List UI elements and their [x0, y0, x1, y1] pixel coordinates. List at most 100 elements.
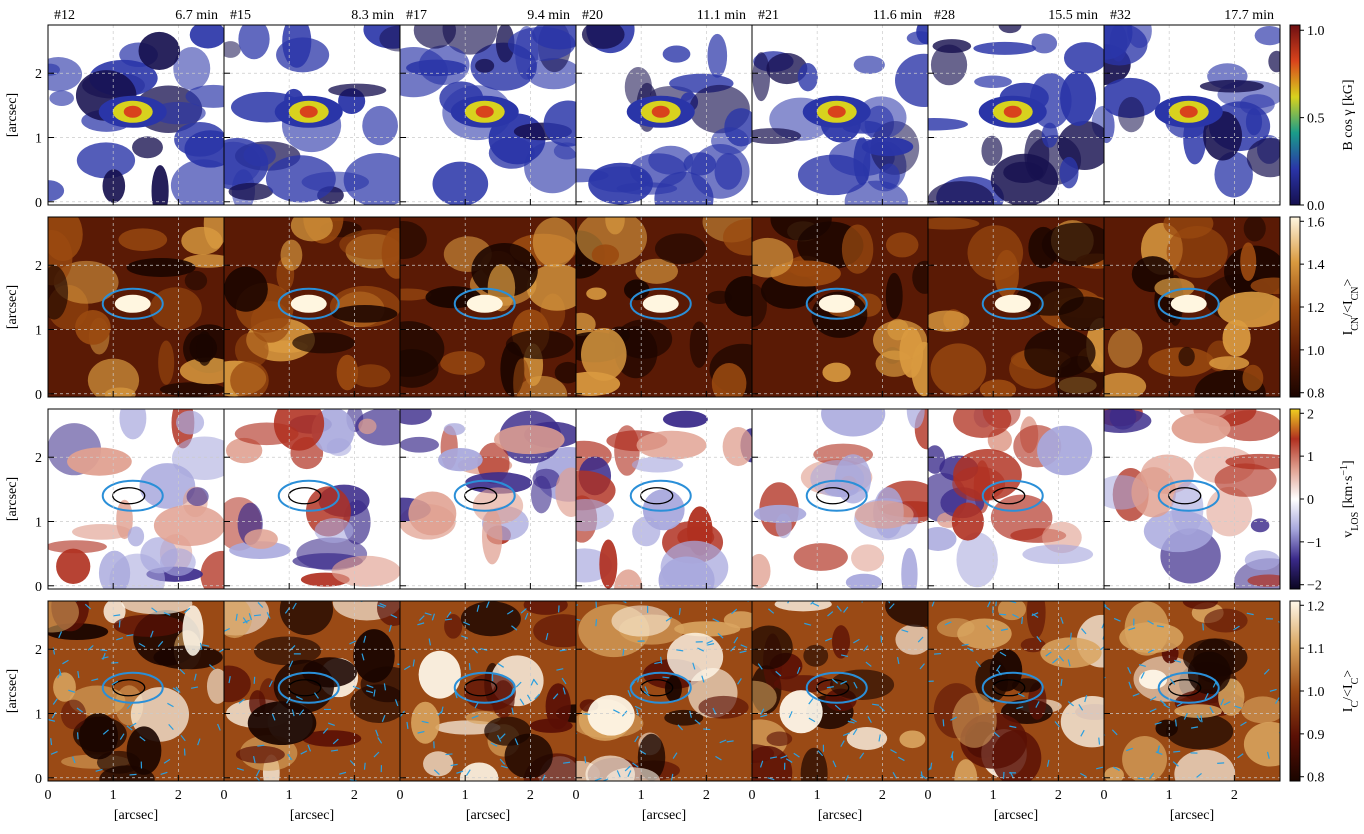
- panel: [1078, 5, 1294, 205]
- colorbar-tick-label: 0.5: [1307, 112, 1325, 127]
- flow-arrow: [469, 663, 470, 670]
- texture: [138, 32, 180, 70]
- frame-number: #21: [758, 8, 779, 23]
- texture: [1180, 402, 1226, 419]
- texture: [1240, 242, 1256, 281]
- feature: [124, 106, 142, 118]
- texture: [1032, 33, 1058, 53]
- panel: [559, 595, 758, 794]
- colorbar-tick-label: 0.8: [1307, 387, 1325, 402]
- texture: [127, 258, 196, 277]
- colorbar-label: IC/<IC>: [1341, 670, 1361, 712]
- feature: [819, 295, 855, 313]
- feature: [1180, 106, 1198, 118]
- texture: [128, 526, 144, 546]
- texture: [292, 332, 355, 353]
- texture: [236, 746, 285, 764]
- panel: [31, 199, 237, 402]
- texture: [1242, 365, 1263, 392]
- texture: [1204, 609, 1248, 633]
- label-part: /<I: [1341, 684, 1356, 701]
- texture: [1167, 226, 1228, 278]
- colorbar: [1290, 25, 1300, 205]
- texture: [954, 759, 977, 800]
- texture: [711, 127, 749, 154]
- texture: [1215, 463, 1277, 497]
- texture: [794, 543, 848, 571]
- texture: [1268, 51, 1285, 72]
- texture: [712, 363, 747, 404]
- texture: [332, 305, 398, 323]
- colorbar-tick-label: −2: [1307, 579, 1322, 594]
- texture: [924, 310, 969, 331]
- flow-arrow: [1071, 633, 1072, 640]
- panel: [376, 402, 603, 589]
- texture: [952, 503, 984, 541]
- feature: [828, 106, 846, 118]
- texture: [723, 427, 754, 466]
- frame-time: 15.5 min: [1048, 8, 1098, 23]
- colorbar-tick-label: 1.2: [1307, 301, 1325, 316]
- frame-number: #12: [54, 8, 75, 23]
- feature: [643, 295, 679, 313]
- texture: [1247, 138, 1294, 177]
- x-tick-label: 1: [286, 788, 293, 803]
- texture: [586, 287, 606, 299]
- y-tick-label: 1: [35, 324, 42, 339]
- colorbar-tick-label: −1: [1307, 536, 1322, 551]
- texture: [632, 457, 683, 473]
- x-tick-label: 1: [814, 788, 821, 803]
- texture: [444, 423, 465, 435]
- y-tick-label: 2: [35, 67, 42, 82]
- texture: [132, 136, 163, 158]
- x-tick-label: 2: [351, 788, 358, 803]
- texture: [588, 695, 635, 736]
- texture: [605, 205, 625, 234]
- colorbar-tick-label: 0.9: [1307, 728, 1325, 743]
- texture: [408, 492, 456, 536]
- colorbar: [1290, 601, 1300, 781]
- colorbar-label: B cos γ [kG]: [1341, 79, 1356, 150]
- frame-time: 8.3 min: [351, 8, 394, 23]
- figure: 012#126.7 min#158.3 min#179.4 min#2011.1…: [0, 0, 1364, 829]
- texture: [1122, 736, 1167, 782]
- panel: [400, 595, 596, 807]
- texture: [606, 767, 660, 793]
- y-tick-label: 1: [35, 132, 42, 147]
- x-tick-label: 2: [879, 788, 886, 803]
- texture: [1209, 356, 1249, 370]
- texture: [707, 34, 727, 78]
- flow-arrow: [596, 619, 597, 626]
- texture: [822, 363, 850, 383]
- colorbar-tick-label: 1.0: [1307, 24, 1325, 39]
- feature: [115, 295, 151, 313]
- panel: [216, 397, 415, 589]
- texture: [109, 554, 165, 607]
- texture: [931, 343, 987, 395]
- y-tick-label: 2: [35, 643, 42, 658]
- texture: [56, 549, 90, 584]
- texture: [160, 382, 225, 396]
- texture: [1245, 550, 1280, 570]
- colorbar-tick-label: 0.8: [1307, 771, 1325, 786]
- texture: [665, 675, 682, 702]
- texture: [707, 291, 732, 304]
- texture: [67, 447, 132, 475]
- panel: [372, 217, 587, 414]
- texture: [440, 351, 485, 375]
- texture: [77, 142, 135, 178]
- flow-arrow: [1173, 751, 1180, 752]
- texture: [901, 548, 917, 600]
- frame-time: 6.7 min: [175, 8, 218, 23]
- texture: [351, 364, 391, 387]
- y-tick-label: 0: [35, 580, 42, 595]
- feature: [467, 295, 503, 313]
- panel: [737, 198, 937, 397]
- texture: [1244, 722, 1297, 767]
- texture: [444, 614, 462, 639]
- frame-time: 9.4 min: [527, 8, 570, 23]
- flow-arrow: [934, 654, 941, 655]
- flow-arrow: [100, 650, 107, 651]
- texture: [1024, 328, 1095, 377]
- texture: [1244, 215, 1266, 241]
